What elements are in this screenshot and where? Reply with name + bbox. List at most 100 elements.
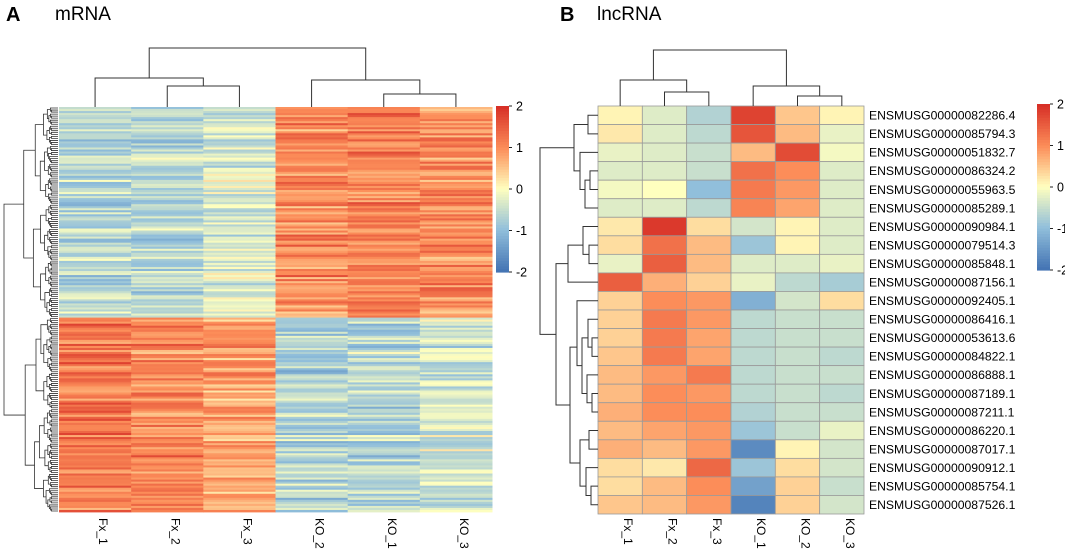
mrna-cell [131,216,204,219]
mrna-cell [419,273,493,276]
mrna-cell [131,481,204,485]
mrna-cell [347,424,421,428]
mrna-cell [59,507,132,511]
mrna-cell [419,275,493,278]
mrna-row-dendrogram-branch [50,372,58,376]
mrna-cell [203,210,276,213]
mrna-cell [59,408,132,412]
mrna-cell [59,236,132,240]
mrna-row-dendrogram-branch [50,389,58,392]
mrna-legend-swatch [496,211,509,215]
mrna-cell [275,131,349,134]
lncrna-cell [819,439,865,459]
mrna-cell [275,364,349,367]
mrna-row-dendrogram-branch [50,500,58,504]
lncrna-cell [819,402,865,422]
mrna-cell [419,329,493,333]
mrna-cell [131,173,204,177]
lncrna-cell [730,253,776,274]
mrna-cell [131,398,204,402]
mrna-cell [203,123,276,126]
mrna-cell [131,277,204,280]
panel-label-a: A [6,4,20,26]
mrna-cell [203,151,276,154]
mrna-cell [131,416,204,420]
mrna-cell [275,234,349,237]
mrna-cell [419,269,493,272]
mrna-column-label: Fx_3 [240,518,254,545]
mrna-cell [275,475,349,478]
mrna-cell [203,483,276,487]
mrna-legend-swatch [496,122,509,126]
lncrna-column-label: Fx_1 [621,518,635,545]
mrna-cell [203,285,276,288]
mrna-cell [59,305,132,308]
mrna-cell [347,305,421,308]
mrna-cell [203,374,276,377]
lncrna-row-label: ENSMUSG00000086220.1 [869,424,1016,438]
mrna-cell [347,495,421,499]
mrna-cell [419,299,493,302]
mrna-cell [203,420,276,424]
mrna-cell [203,372,276,375]
mrna-cell [131,242,204,246]
mrna-cell [203,404,276,408]
mrna-cell [275,214,349,217]
lncrna-cell [686,161,732,181]
mrna-cell [203,507,276,511]
mrna-cell [203,190,276,193]
mrna-cell [203,366,276,369]
mrna-legend-swatch [496,227,509,232]
mrna-cell [419,188,493,191]
mrna-row-dendrogram-branch [50,148,58,151]
mrna-cell [131,426,204,430]
mrna-cell [347,352,421,355]
mrna-cell [203,396,276,399]
mrna-cell [203,271,276,274]
mrna-row-dendrogram-branch [50,484,58,488]
lncrna-cell [730,328,776,348]
mrna-legend-swatch [496,213,509,218]
mrna-cell [347,157,421,161]
mrna-cell [347,192,421,195]
mrna-cell [347,467,421,470]
mrna-cell [275,210,349,213]
mrna-cell [131,145,204,148]
mrna-cell [203,390,276,393]
mrna-cell [131,317,204,321]
mrna-cell [203,418,276,422]
mrna-cell [131,408,204,412]
mrna-cell [419,163,493,167]
mrna-cell [419,418,493,422]
mrna-cell [347,366,421,369]
mrna-cell [419,388,493,391]
mrna-cell [347,428,421,432]
mrna-cell [59,200,132,203]
lncrna-cell [641,383,688,404]
mrna-cell [275,380,349,383]
mrna-cell [347,269,421,272]
mrna-cell [275,412,349,416]
mrna-legend-swatch [496,150,509,154]
mrna-cell [131,281,204,284]
mrna-cell [131,495,204,499]
mrna-cell [347,475,421,478]
mrna-cell [347,206,421,209]
mrna-legend-swatch [496,117,509,121]
mrna-cell [131,218,204,221]
mrna-cell [419,185,493,189]
mrna-cell [275,258,349,262]
mrna-cell [275,309,349,312]
mrna-cell [275,457,349,460]
mrna-cell [203,345,276,349]
mrna-cell [347,503,421,507]
mrna-cell [203,179,276,183]
mrna-cell [203,337,276,341]
mrna-cell [131,433,204,436]
mrna-cell [419,127,493,130]
mrna-cell [275,212,349,215]
mrna-cell [59,250,132,254]
mrna-legend-swatch [496,200,509,204]
mrna-cell [59,224,132,227]
mrna-row-dendrogram-branch [50,121,58,125]
